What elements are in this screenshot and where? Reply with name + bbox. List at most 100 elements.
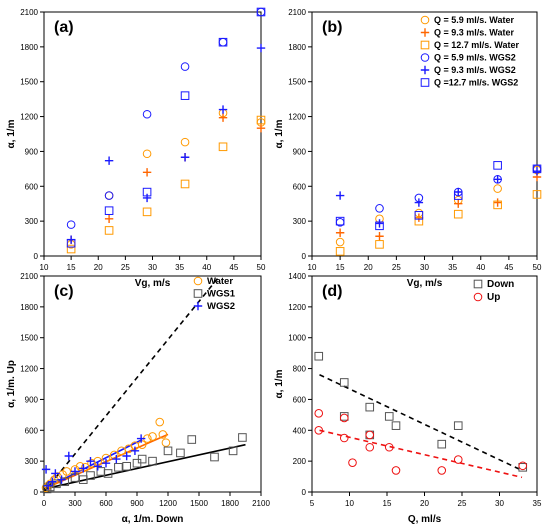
- data-point: [86, 471, 95, 480]
- data-point: [453, 421, 463, 430]
- y-tick-label: 2100: [20, 272, 38, 281]
- series-0: [335, 165, 542, 247]
- x-tick-label: 45: [504, 263, 513, 272]
- y-axis-label: α, 1/m: [6, 119, 17, 148]
- x-axis-label: Vg, m/s: [135, 278, 171, 289]
- data-point: [161, 438, 171, 447]
- x-tick-label: 1500: [190, 499, 208, 508]
- data-point: [228, 446, 238, 456]
- data-point: [48, 477, 57, 486]
- data-point: [180, 137, 190, 147]
- legend-label: Water: [207, 276, 233, 287]
- legend-marker: [193, 276, 203, 286]
- panel-label: (a): [54, 19, 74, 36]
- y-tick-label: 900: [293, 147, 307, 156]
- x-tick-label: 900: [130, 499, 144, 508]
- legend-label: Q = 5.9 ml/s. WGS2: [434, 53, 516, 63]
- data-point: [493, 198, 502, 207]
- x-axis-label: α, 1/m. Down: [122, 514, 184, 525]
- y-tick-label: 1200: [20, 113, 38, 122]
- data-point: [314, 351, 324, 361]
- legend-label: Q = 12.7 ml/s. Water: [434, 40, 519, 50]
- chart-panel-1: 10 15 20 25 30 35 40 45 50 0 300 600 900 1200 1500 1800…: [274, 8, 542, 289]
- data-point: [41, 465, 51, 474]
- data-point: [339, 433, 349, 443]
- data-point: [210, 452, 219, 462]
- series-5: [66, 7, 266, 248]
- x-tick-label: 40: [476, 263, 485, 272]
- panel-label: (b): [322, 19, 342, 36]
- legend-label: WGS2: [207, 301, 235, 312]
- y-tick-label: 1800: [20, 43, 38, 52]
- series-1: [335, 172, 542, 241]
- data-point: [493, 161, 502, 170]
- legend-marker: [420, 78, 430, 87]
- data-point: [142, 168, 152, 177]
- data-point: [57, 475, 66, 484]
- x-tick-label: 300: [68, 499, 82, 508]
- series-4: [66, 43, 266, 244]
- y-tick-label: 800: [293, 365, 307, 374]
- data-point: [104, 214, 114, 224]
- data-point: [335, 237, 345, 247]
- data-point: [365, 402, 375, 412]
- x-tick-label: 20: [420, 499, 429, 508]
- data-point: [142, 149, 152, 159]
- y-axis-label: α, 1/m. Up: [6, 360, 17, 408]
- y-tick-label: 1800: [288, 43, 306, 52]
- series-5: [335, 161, 542, 231]
- data-point: [136, 434, 146, 443]
- data-point: [93, 462, 102, 471]
- data-point: [87, 458, 96, 468]
- data-point: [104, 156, 114, 165]
- y-tick-label: 600: [25, 182, 39, 191]
- y-tick-label: 2100: [288, 8, 306, 17]
- legend-label: Q = 5.9 ml/s. Water: [434, 15, 514, 25]
- data-point: [238, 433, 247, 442]
- data-point: [122, 461, 131, 471]
- data-point: [454, 199, 463, 208]
- y-tick-label: 0: [34, 488, 39, 497]
- chart-panel-2: 0 300 600 900 1200 1500 1800 2100 0 300 600 900 1200…: [6, 272, 270, 525]
- x-tick-label: 1800: [221, 499, 239, 508]
- data-point: [493, 184, 502, 193]
- data-point: [414, 211, 424, 220]
- legend-marker: [473, 292, 483, 302]
- data-point: [62, 467, 72, 476]
- x-tick-label: 10: [40, 263, 49, 272]
- x-tick-label: 2100: [252, 499, 270, 508]
- data-point: [81, 463, 90, 472]
- data-point: [414, 216, 424, 226]
- legend-marker: [473, 279, 483, 289]
- data-point: [335, 247, 345, 256]
- y-axis-label: α, 1/m: [274, 119, 285, 148]
- data-point: [375, 204, 384, 213]
- chart-panel-3: 5 10 15 20 25 30 35 0 200 400 600 800 1000 1200 1400 Q,…: [274, 272, 542, 525]
- x-tick-label: 30: [420, 263, 429, 272]
- data-point: [104, 191, 114, 200]
- data-point: [180, 62, 190, 71]
- data-point: [335, 216, 345, 226]
- data-point: [375, 221, 384, 231]
- x-tick-label: 30: [148, 263, 157, 272]
- data-point: [375, 240, 384, 249]
- data-point: [453, 191, 463, 200]
- data-point: [148, 456, 157, 466]
- legend-marker: [420, 65, 430, 75]
- plot-frame: [311, 275, 538, 493]
- dashed-line: [43, 275, 221, 493]
- x-tick-label: 0: [42, 499, 47, 508]
- data-point: [104, 226, 114, 235]
- plot-frame: [43, 11, 262, 257]
- y-tick-label: 1200: [288, 113, 306, 122]
- y-tick-label: 400: [293, 426, 307, 435]
- data-point: [66, 220, 76, 229]
- data-point: [375, 232, 384, 241]
- data-point: [79, 464, 88, 473]
- data-point: [453, 455, 463, 464]
- x-tick-label: 35: [175, 263, 184, 272]
- data-point: [391, 466, 401, 475]
- legend-label: Down: [487, 279, 514, 290]
- legend-marker: [420, 53, 430, 62]
- x-tick-label: 35: [533, 499, 542, 508]
